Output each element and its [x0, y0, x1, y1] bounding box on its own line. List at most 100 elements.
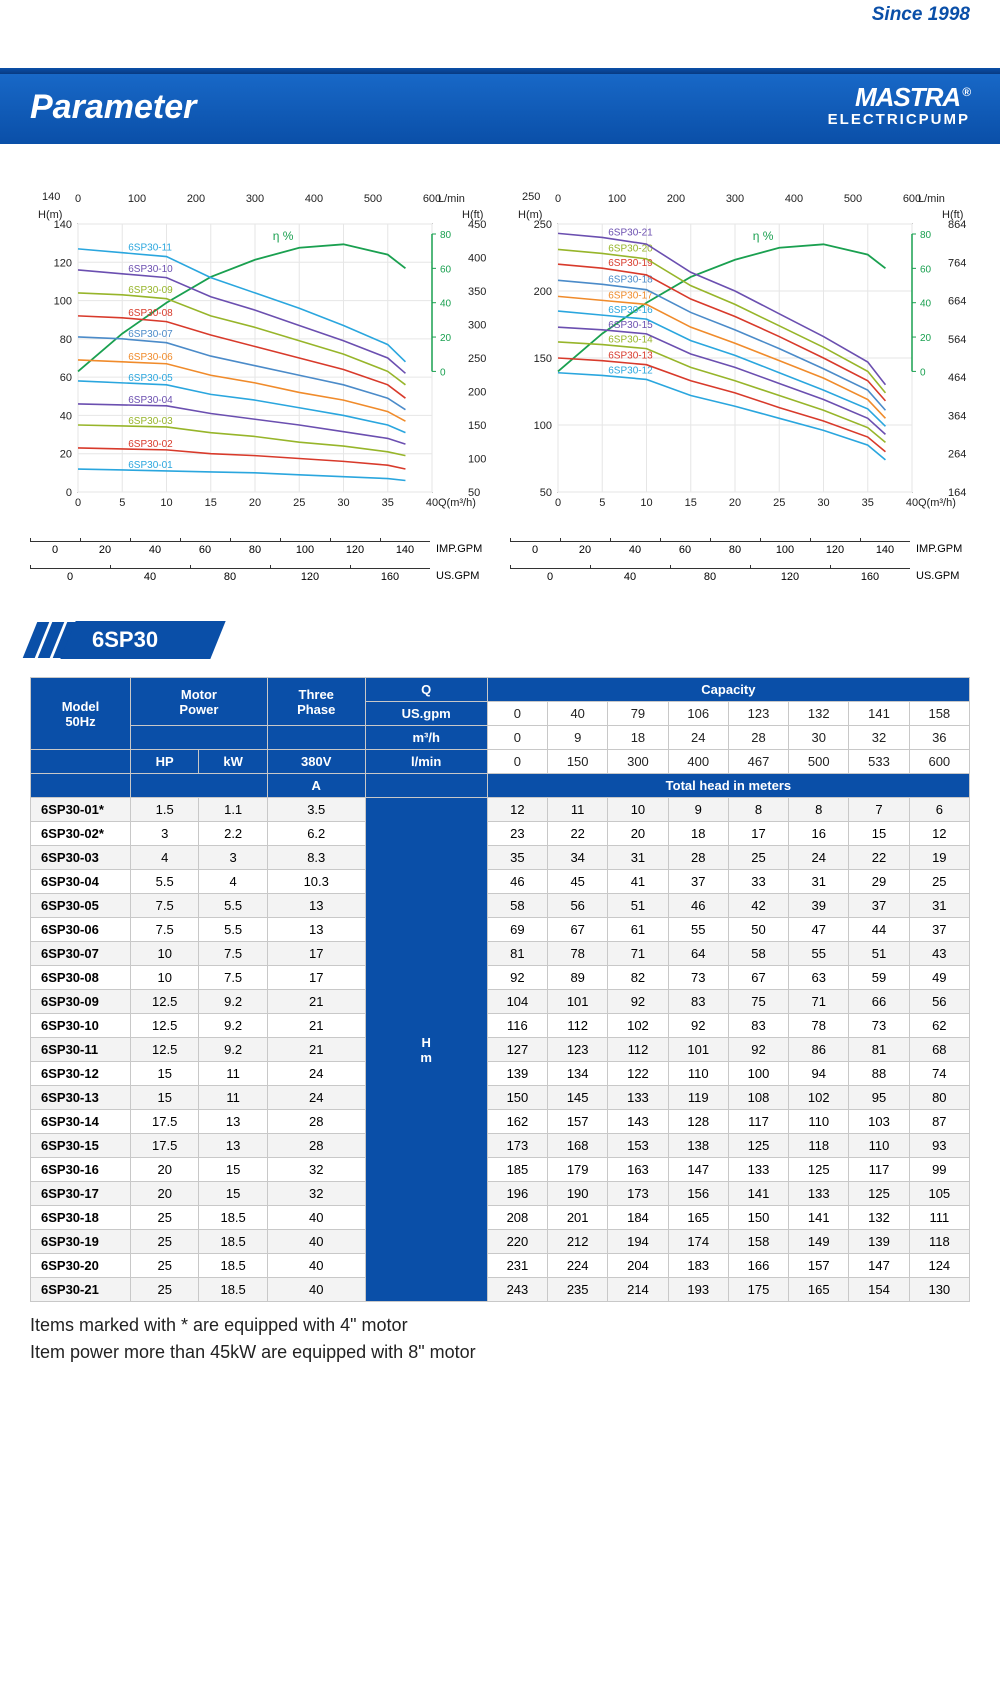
svg-text:80: 80 — [920, 230, 932, 241]
svg-text:6SP30-19: 6SP30-19 — [608, 258, 653, 269]
table-row: 6SP30-0912.59.221104101928375716656 — [31, 990, 970, 1014]
svg-text:100: 100 — [128, 193, 146, 205]
svg-text:140: 140 — [42, 191, 60, 203]
chart-right-svg: 2500100200300400500600L/min0510152025303… — [510, 184, 970, 524]
svg-text:464: 464 — [948, 372, 966, 384]
table-row: 6SP30-02*32.26.22322201817161512 — [31, 822, 970, 846]
svg-text:30: 30 — [337, 497, 349, 509]
svg-text:6SP30-18: 6SP30-18 — [608, 274, 653, 285]
table-row: 6SP30-212518.540243235214193175165154130 — [31, 1278, 970, 1302]
svg-text:0: 0 — [555, 193, 561, 205]
table-row: 6SP30-202518.540231224204183166157147124 — [31, 1254, 970, 1278]
svg-text:6SP30-14: 6SP30-14 — [608, 335, 653, 346]
svg-text:6SP30-21: 6SP30-21 — [608, 227, 653, 238]
brand-logo: MASTRA® — [828, 82, 970, 113]
svg-text:40: 40 — [426, 497, 438, 509]
svg-text:10: 10 — [160, 497, 172, 509]
svg-text:η %: η % — [273, 229, 294, 243]
brand-sub: ELECTRICPUMP — [828, 111, 970, 128]
svg-text:764: 764 — [948, 257, 966, 269]
table-row: 6SP30-1517.5132817316815313812511811093 — [31, 1134, 970, 1158]
svg-text:6SP30-06: 6SP30-06 — [128, 352, 173, 363]
svg-text:H(m): H(m) — [518, 209, 542, 221]
table-row: 6SP30-1417.5132816215714312811711010387 — [31, 1110, 970, 1134]
footnote-1: Items marked with * are equipped with 4"… — [30, 1312, 970, 1339]
table-row: 6SP30-057.55.5135856514642393731 — [31, 894, 970, 918]
svg-text:40: 40 — [920, 299, 932, 310]
svg-text:30: 30 — [817, 497, 829, 509]
svg-text:20: 20 — [920, 333, 932, 344]
svg-text:6SP30-01: 6SP30-01 — [128, 460, 173, 471]
svg-text:120: 120 — [54, 257, 72, 269]
svg-text:664: 664 — [948, 296, 966, 308]
svg-text:Q(m³/h): Q(m³/h) — [438, 497, 476, 509]
svg-text:250: 250 — [522, 191, 540, 203]
svg-text:6SP30-07: 6SP30-07 — [128, 329, 173, 340]
svg-text:35: 35 — [382, 497, 394, 509]
svg-text:6SP30-02: 6SP30-02 — [128, 439, 173, 450]
svg-text:250: 250 — [468, 353, 486, 365]
svg-text:35: 35 — [862, 497, 874, 509]
svg-text:500: 500 — [844, 193, 862, 205]
svg-text:5: 5 — [599, 497, 605, 509]
svg-text:400: 400 — [785, 193, 803, 205]
svg-text:40: 40 — [60, 410, 72, 422]
table-row: 6SP30-045.5410.34645413733312925 — [31, 870, 970, 894]
svg-text:60: 60 — [60, 372, 72, 384]
parameter-table: Model50HzMotorPowerThreePhaseQCapacityUS… — [30, 677, 970, 1302]
svg-text:5: 5 — [119, 497, 125, 509]
svg-text:40: 40 — [906, 497, 918, 509]
table-row: 6SP30-1112.59.22112712311210192868168 — [31, 1038, 970, 1062]
svg-text:6SP30-10: 6SP30-10 — [128, 264, 173, 275]
svg-text:80: 80 — [440, 230, 452, 241]
svg-text:H(ft): H(ft) — [462, 209, 483, 221]
table-row: 6SP30-12151124139134122110100948874 — [31, 1062, 970, 1086]
svg-text:6SP30-17: 6SP30-17 — [608, 290, 653, 301]
svg-text:20: 20 — [440, 333, 452, 344]
svg-text:6SP30-12: 6SP30-12 — [608, 365, 653, 376]
svg-text:300: 300 — [726, 193, 744, 205]
svg-text:200: 200 — [534, 286, 552, 298]
svg-text:200: 200 — [187, 193, 205, 205]
svg-text:20: 20 — [60, 449, 72, 461]
section-label: 6SP30 — [92, 627, 158, 653]
svg-text:H(ft): H(ft) — [942, 209, 963, 221]
svg-text:0: 0 — [440, 367, 446, 378]
svg-text:6SP30-11: 6SP30-11 — [128, 243, 172, 254]
chart-left-svg: 1400100200300400500600L/min0510152025303… — [30, 184, 490, 524]
svg-text:15: 15 — [685, 497, 697, 509]
svg-text:300: 300 — [468, 320, 486, 332]
svg-text:150: 150 — [534, 353, 552, 365]
svg-text:40: 40 — [440, 299, 452, 310]
table-row: 6SP30-131511241501451331191081029580 — [31, 1086, 970, 1110]
svg-text:300: 300 — [246, 193, 264, 205]
table-row: 6SP30-01*1.51.13.5Hm12111098876 — [31, 798, 970, 822]
svg-text:6SP30-04: 6SP30-04 — [128, 395, 173, 406]
svg-text:400: 400 — [468, 253, 486, 265]
chart-left: 1400100200300400500600L/min0510152025303… — [30, 184, 490, 583]
svg-text:6SP30-13: 6SP30-13 — [608, 351, 653, 362]
chart-right: 2500100200300400500600L/min0510152025303… — [510, 184, 970, 583]
svg-text:100: 100 — [468, 454, 486, 466]
svg-text:0: 0 — [75, 497, 81, 509]
table-row: 6SP30-192518.540220212194174158149139118 — [31, 1230, 970, 1254]
svg-text:L/min: L/min — [438, 193, 465, 205]
footnotes: Items marked with * are equipped with 4"… — [0, 1302, 1000, 1396]
svg-text:50: 50 — [540, 487, 552, 499]
table-row: 6SP30-07107.5178178716458555143 — [31, 942, 970, 966]
svg-text:6SP30-03: 6SP30-03 — [128, 416, 173, 427]
svg-text:6SP30-16: 6SP30-16 — [608, 305, 653, 316]
svg-text:10: 10 — [640, 497, 652, 509]
svg-text:6SP30-15: 6SP30-15 — [608, 320, 653, 331]
svg-text:0: 0 — [75, 193, 81, 205]
svg-text:6SP30-08: 6SP30-08 — [128, 308, 173, 319]
header-band: Parameter MASTRA® ELECTRICPUMP — [0, 74, 1000, 144]
table-row: 6SP30-1620153218517916314713312511799 — [31, 1158, 970, 1182]
svg-text:200: 200 — [667, 193, 685, 205]
table-row: 6SP30-182518.540208201184165150141132111 — [31, 1206, 970, 1230]
svg-text:264: 264 — [948, 449, 966, 461]
svg-text:100: 100 — [54, 296, 72, 308]
svg-text:0: 0 — [66, 487, 72, 499]
svg-text:η %: η % — [753, 229, 774, 243]
svg-text:500: 500 — [364, 193, 382, 205]
